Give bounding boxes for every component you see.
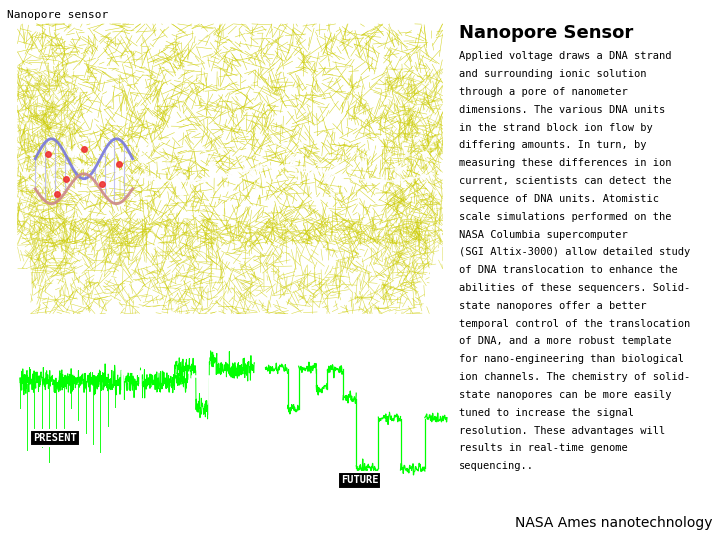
Text: ion channels. The chemistry of solid-: ion channels. The chemistry of solid- xyxy=(459,372,690,382)
Text: Nanopore Sensor: Nanopore Sensor xyxy=(459,24,634,42)
Text: current, scientists can detect the: current, scientists can detect the xyxy=(459,176,672,186)
Text: of DNA translocation to enhance the: of DNA translocation to enhance the xyxy=(459,265,678,275)
Text: Applied voltage draws a DNA strand: Applied voltage draws a DNA strand xyxy=(459,51,672,62)
Text: abilities of these sequencers. Solid-: abilities of these sequencers. Solid- xyxy=(459,283,690,293)
Text: state nanopores can be more easily: state nanopores can be more easily xyxy=(459,390,672,400)
Text: scale simulations performed on the: scale simulations performed on the xyxy=(459,212,672,222)
Text: differing amounts. In turn, by: differing amounts. In turn, by xyxy=(459,140,647,151)
Bar xyxy=(192,376,210,421)
Text: results in real-time genome: results in real-time genome xyxy=(459,443,628,454)
Text: PRESENT: PRESENT xyxy=(33,433,77,443)
Text: NASA Columbia supercomputer: NASA Columbia supercomputer xyxy=(459,230,628,240)
Bar xyxy=(122,371,140,418)
Text: in the strand block ion flow by: in the strand block ion flow by xyxy=(459,123,653,133)
Text: NASA Ames nanotechnology: NASA Ames nanotechnology xyxy=(516,516,713,530)
Text: (SGI Altix-3000) allow detailed study: (SGI Altix-3000) allow detailed study xyxy=(459,247,690,258)
Text: Nanopore sensor: Nanopore sensor xyxy=(7,10,109,20)
Text: state nanopores offer a better: state nanopores offer a better xyxy=(459,301,647,311)
Text: sequence of DNA units. Atomistic: sequence of DNA units. Atomistic xyxy=(459,194,660,204)
Text: FUTURE: FUTURE xyxy=(341,475,378,485)
Text: for nano-engineering than biological: for nano-engineering than biological xyxy=(459,354,684,364)
Text: and surrounding ionic solution: and surrounding ionic solution xyxy=(459,69,647,79)
Text: sequencing..: sequencing.. xyxy=(459,461,534,471)
Text: dimensions. The various DNA units: dimensions. The various DNA units xyxy=(459,105,665,115)
Text: temporal control of the translocation: temporal control of the translocation xyxy=(459,319,690,329)
Text: measuring these differences in ion: measuring these differences in ion xyxy=(459,158,672,168)
Text: of DNA, and a more robust template: of DNA, and a more robust template xyxy=(459,336,672,347)
Text: tuned to increase the signal: tuned to increase the signal xyxy=(459,408,634,418)
Text: through a pore of nanometer: through a pore of nanometer xyxy=(459,87,628,97)
Text: resolution. These advantages will: resolution. These advantages will xyxy=(459,426,665,436)
